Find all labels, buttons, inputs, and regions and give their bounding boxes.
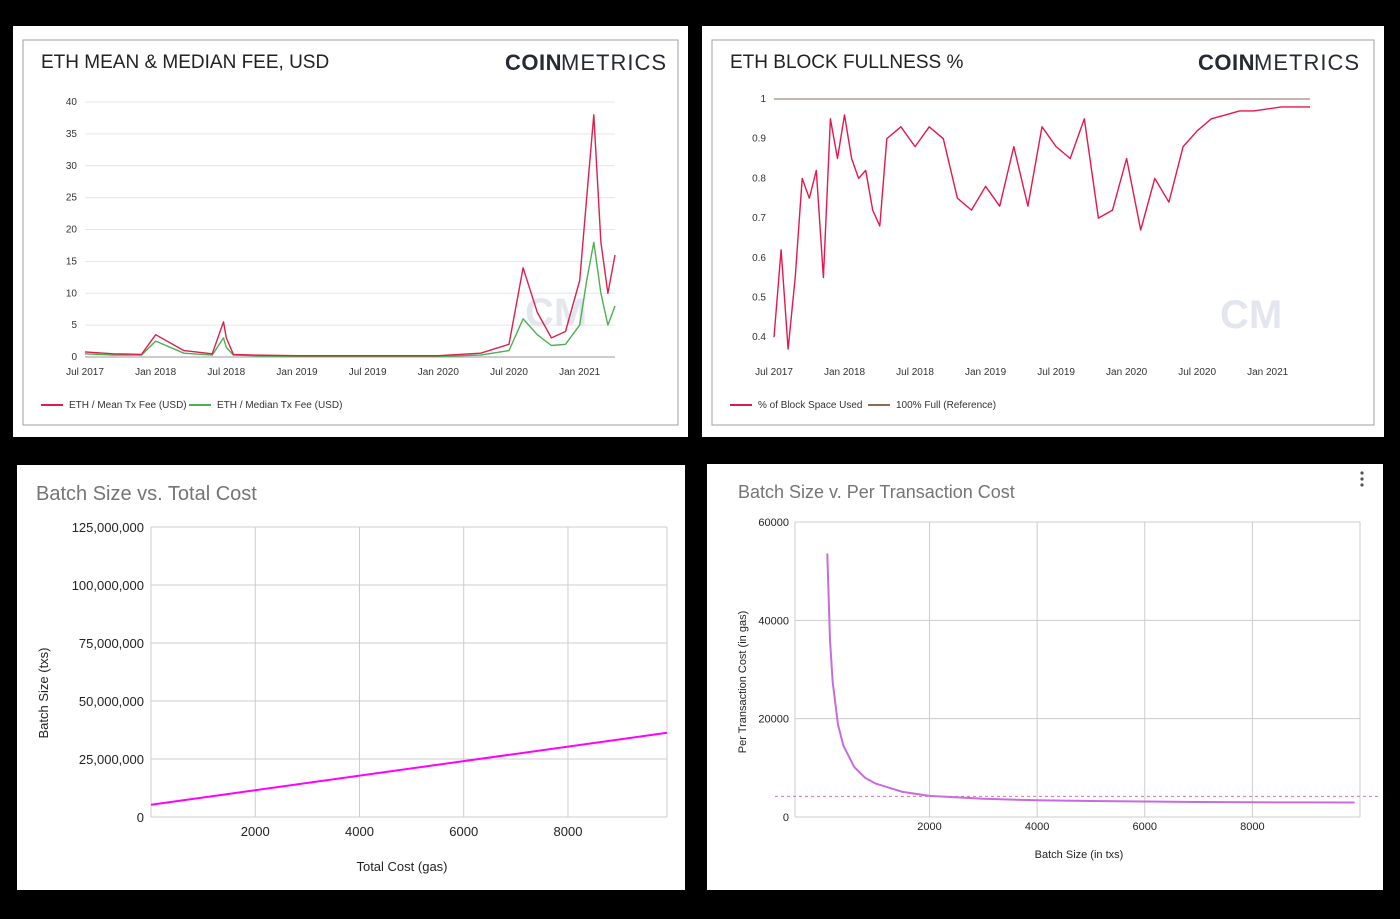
x-tick-label: Jan 2020	[1106, 367, 1148, 378]
legend-label: % of Block Space Used	[758, 400, 863, 411]
series-line-fullness	[773, 106, 1310, 350]
x-tick-label: 4000	[1025, 821, 1049, 833]
y-axis-label: Batch Size (txs)	[36, 647, 51, 738]
coinmetrics-logo-light: METRICS	[1254, 50, 1360, 75]
x-tick-label: Jan 2021	[1247, 367, 1289, 378]
x-tick-label: Jul 2020	[1178, 367, 1216, 378]
y-tick-label: 25	[66, 193, 78, 204]
chart-title: ETH BLOCK FULLNESS %	[730, 52, 963, 73]
series-line-total-cost	[150, 731, 668, 806]
per-transaction-cost-chart: Batch Size v. Per Transaction Cost Batch…	[737, 471, 1380, 861]
y-tick-label: 0.6	[752, 253, 766, 264]
legend-label: 100% Full (Reference)	[896, 400, 996, 411]
y-tick-label: 0	[137, 810, 144, 825]
y-tick-label: 0.7	[752, 213, 766, 224]
coinmetrics-logo-light: METRICS	[561, 50, 667, 75]
x-tick-label: 8000	[1240, 821, 1264, 833]
x-tick-label: Jan 2018	[135, 367, 177, 378]
y-tick-label: 0	[71, 352, 77, 363]
x-tick-label: Jan 2021	[559, 367, 601, 378]
chart-frame	[711, 39, 1375, 426]
y-tick-label: 50,000,000	[79, 694, 144, 709]
x-tick-label: Jul 2020	[490, 367, 528, 378]
y-tick-label: 20000	[758, 714, 789, 726]
y-tick-label: 15	[66, 256, 78, 267]
per-transaction-cost-chart-panel: Batch Size v. Per Transaction Cost Batch…	[707, 464, 1383, 890]
y-tick-label: 10	[66, 288, 78, 299]
mean-median-fee-chart: ETH MEAN & MEDIAN FEE, USD COIN METRICS …	[22, 39, 679, 426]
x-tick-label: Jul 2019	[1037, 367, 1075, 378]
x-tick-label: Jan 2018	[824, 367, 866, 378]
series-line-per-tx-cost	[826, 553, 1355, 804]
x-axis-label: Batch Size (in txs)	[1035, 849, 1124, 861]
legend-label: ETH / Mean Tx Fee (USD)	[69, 400, 187, 411]
chart-title: ETH MEAN & MEDIAN FEE, USD	[41, 52, 329, 73]
x-tick-label: 4000	[345, 824, 374, 839]
y-tick-label: 20	[66, 225, 78, 236]
y-tick-label: 5	[71, 320, 77, 331]
x-tick-label: Jul 2018	[207, 367, 245, 378]
more-options-icon[interactable]	[1360, 471, 1364, 487]
y-tick-label: 75,000,000	[79, 636, 144, 651]
x-tick-label: Jul 2018	[896, 367, 934, 378]
x-tick-label: Jul 2017	[755, 367, 793, 378]
cm-watermark: CM	[525, 291, 587, 335]
x-tick-label: Jan 2019	[965, 367, 1007, 378]
x-tick-label: 8000	[554, 824, 583, 839]
legend-label: ETH / Median Tx Fee (USD)	[217, 400, 342, 411]
x-tick-label: Jul 2017	[66, 367, 104, 378]
y-axis-label: Per Transaction Cost (in gas)	[737, 611, 749, 753]
y-tick-label: 35	[66, 129, 78, 140]
mean-median-fee-chart-panel: ETH MEAN & MEDIAN FEE, USD COIN METRICS …	[13, 26, 688, 437]
y-tick-label: 60000	[758, 517, 789, 529]
y-tick-label: 0.8	[752, 173, 766, 184]
x-tick-label: 2000	[241, 824, 270, 839]
coinmetrics-logo-bold: COIN	[505, 50, 562, 75]
y-tick-label: 100,000,000	[72, 578, 144, 593]
y-tick-label: 30	[66, 161, 78, 172]
y-tick-label: 0.4	[752, 332, 766, 343]
y-tick-label: 25,000,000	[79, 752, 144, 767]
chart-frame	[22, 39, 679, 426]
y-tick-label: 0.9	[752, 134, 766, 145]
chart-title: Batch Size vs. Total Cost	[36, 483, 257, 505]
x-tick-label: 6000	[1133, 821, 1157, 833]
x-axis-label: Total Cost (gas)	[356, 859, 447, 874]
batch-size-total-cost-chart-panel: Batch Size vs. Total Cost Total Cost (ga…	[17, 465, 685, 890]
coinmetrics-logo-bold: COIN	[1198, 50, 1255, 75]
y-tick-label: 40	[66, 97, 78, 108]
chart-title: Batch Size v. Per Transaction Cost	[738, 482, 1015, 502]
y-tick-label: 0	[783, 812, 789, 824]
y-tick-label: 0.5	[752, 292, 766, 303]
y-tick-label: 1	[760, 94, 766, 105]
x-tick-label: 2000	[917, 821, 941, 833]
x-tick-label: 6000	[449, 824, 478, 839]
x-tick-label: Jul 2019	[349, 367, 387, 378]
series-line-mean	[84, 114, 616, 357]
x-tick-label: Jan 2019	[276, 367, 318, 378]
batch-size-total-cost-chart: Batch Size vs. Total Cost Total Cost (ga…	[36, 483, 668, 874]
block-fullness-chart-panel: ETH BLOCK FULLNESS % COIN METRICS CM 0.4…	[702, 26, 1384, 437]
x-tick-label: Jan 2020	[418, 367, 460, 378]
cm-watermark: CM	[1220, 293, 1282, 337]
y-tick-label: 125,000,000	[72, 520, 144, 535]
block-fullness-chart: ETH BLOCK FULLNESS % COIN METRICS CM 0.4…	[711, 39, 1375, 426]
y-tick-label: 40000	[758, 615, 789, 627]
